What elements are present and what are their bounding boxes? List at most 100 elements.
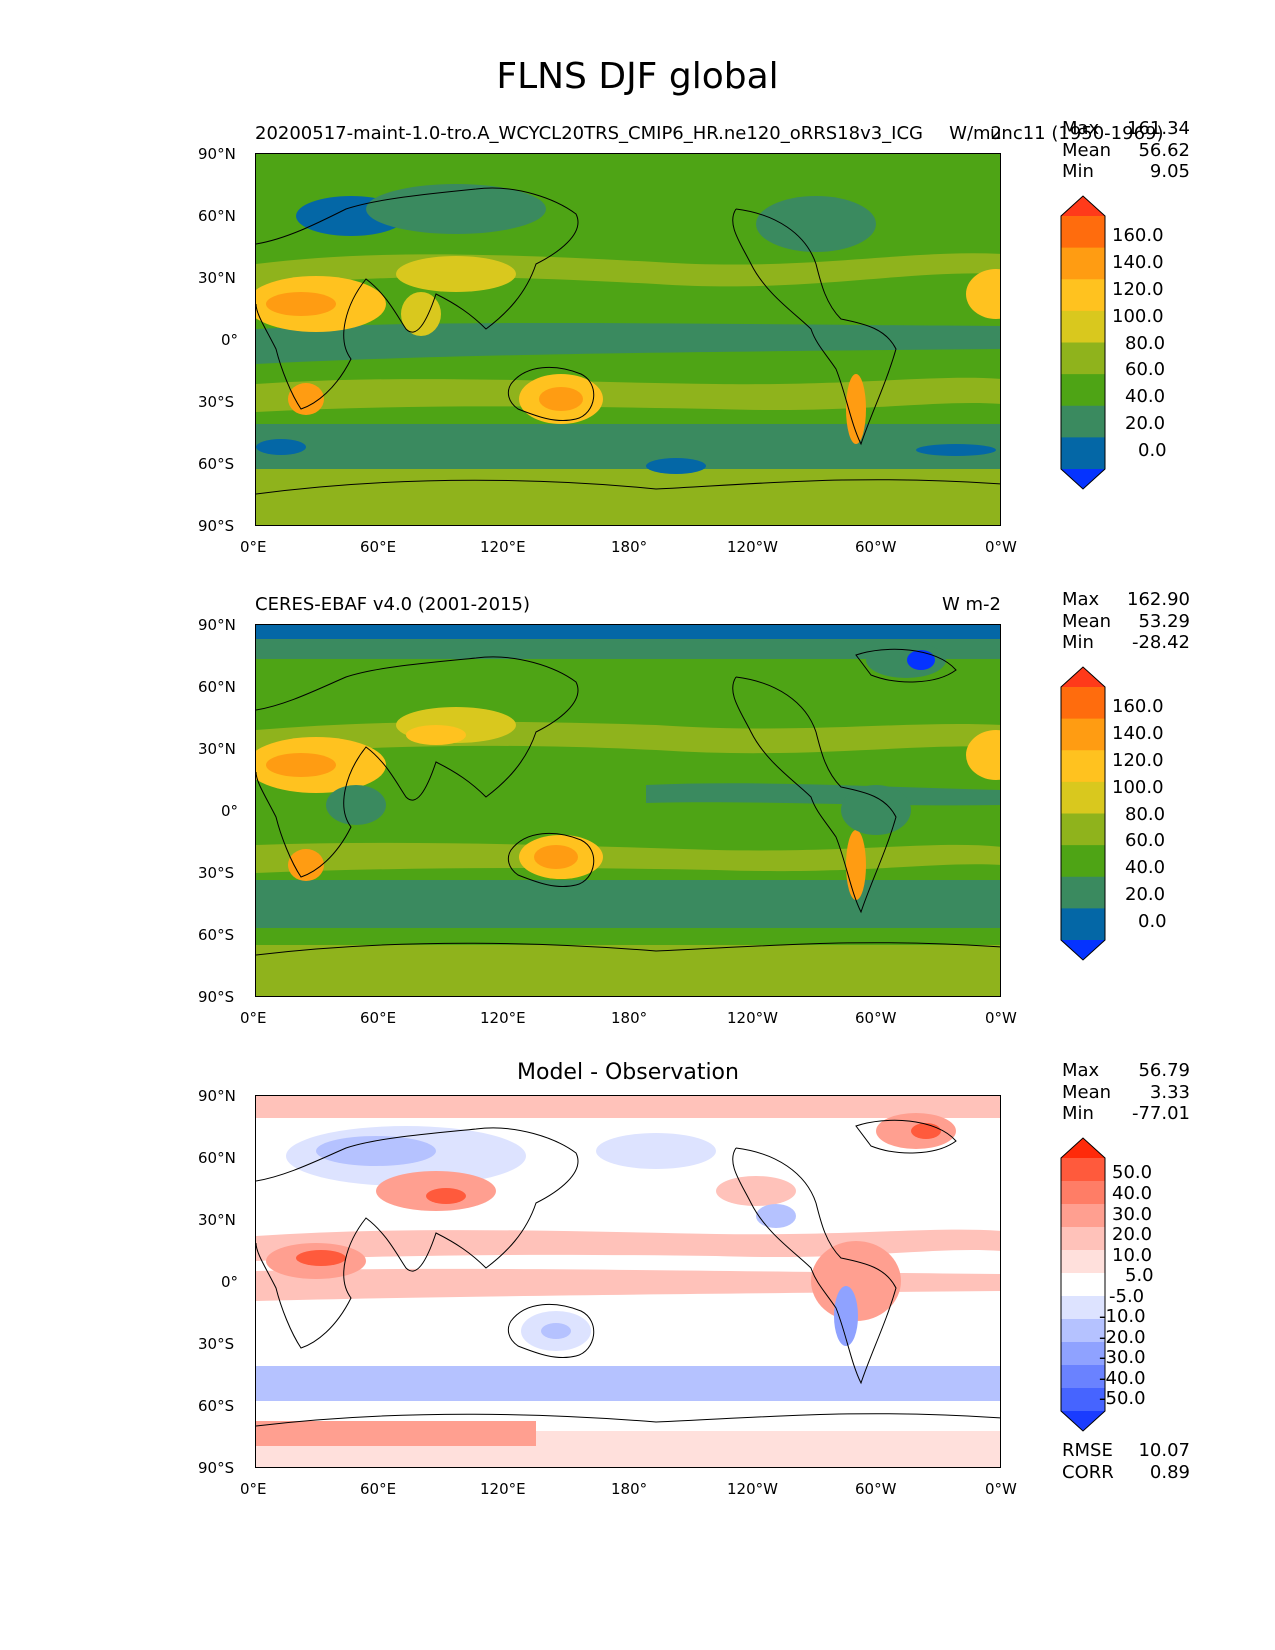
stat-label: Min [1062, 1103, 1094, 1124]
panel-3-lat-tick: 90°S [198, 1459, 235, 1477]
panel-3-colorbar [1060, 1137, 1106, 1432]
panel-1-lat-tick: 60°S [198, 455, 235, 473]
colorbar-1-label: 100.0 [1112, 306, 1164, 327]
colorbar-segment [1061, 1319, 1105, 1343]
stat-label: Mean [1062, 1081, 1112, 1103]
colorbar-bottom-cap [1061, 1411, 1105, 1431]
colorbar-segment [1061, 908, 1105, 941]
colorbar-segment [1061, 247, 1105, 280]
panel-3-lat-tick: 60°N [198, 1149, 236, 1167]
panel-1-lon-tick: 0°E [240, 538, 267, 556]
stat-value: -77.01 [1131, 1103, 1190, 1124]
colorbar-outline [1060, 666, 1106, 961]
panel-2-lon-tick: 0°E [240, 1009, 267, 1027]
panel-1-lat-tick: 30°S [198, 393, 235, 411]
stat-value: 161.34 [1127, 118, 1190, 139]
panel-2-lat-tick: 30°N [198, 740, 236, 758]
stat-value: 10.07 [1138, 1440, 1190, 1461]
stat-label: Max [1062, 1060, 1100, 1081]
colorbar-3-label: -30.0 [1099, 1347, 1146, 1368]
colorbar-3-label: -5.0 [1109, 1286, 1145, 1307]
panel-2-units: W m-2 [941, 594, 1001, 615]
colorbar-segment [1061, 342, 1105, 375]
panel-2-lon-tick: 180° [611, 1009, 648, 1027]
panel-1-lat-tick: 30°N [198, 269, 236, 287]
panel-3-title: Model - Observation [517, 1060, 739, 1085]
panel-1-lat-tick: 0° [221, 331, 239, 349]
panel-1-lon-tick: 60°W [855, 538, 897, 556]
stat-label: Max [1062, 589, 1100, 610]
panel-2-lon-tick: 120°W [727, 1009, 778, 1027]
panel-1-lon-tick: 180° [611, 538, 648, 556]
stat-label: Min [1062, 632, 1094, 653]
panel-1-map [255, 153, 1001, 526]
colorbar-1-label: 40.0 [1125, 386, 1166, 407]
panel-2-lon-tick: 0°W [985, 1009, 1017, 1027]
colorbar-2-label: 100.0 [1112, 777, 1164, 798]
panel-2-lat-tick: 90°S [198, 988, 235, 1006]
panel-3-lon-tick: 60°W [855, 1480, 897, 1498]
colorbar-segment [1061, 374, 1105, 407]
panel-2-lon-tick: 60°E [360, 1009, 397, 1027]
panel-2-lat-tick: 0° [221, 802, 239, 820]
colorbar-segment [1061, 1342, 1105, 1366]
stat-value: 0.89 [1149, 1461, 1190, 1483]
panel-3-lat-tick: 90°N [198, 1087, 236, 1105]
panel-3-lon-tick: 180° [611, 1480, 648, 1498]
colorbar-1-label: 80.0 [1125, 333, 1166, 354]
colorbar-segment [1061, 876, 1105, 909]
colorbar-segment [1061, 781, 1105, 814]
panel-1-lat-tick: 90°N [198, 145, 236, 163]
figure-title: FLNS DJF global [496, 56, 779, 97]
panel-3-stats: Max 56.79 Mean 3.33 Min -77.01 [1062, 1060, 1190, 1125]
panel-1-lon-tick: 120°E [480, 538, 526, 556]
panel-3-lat-tick: 0° [221, 1273, 239, 1291]
colorbar-3-label: 40.0 [1112, 1183, 1153, 1204]
colorbar-3-label: 30.0 [1112, 1204, 1153, 1225]
panel-3-lon-tick: 0°W [985, 1480, 1017, 1498]
colorbar-segment [1061, 279, 1105, 312]
panel-3-lon-tick: 120°W [727, 1480, 778, 1498]
colorbar-segment [1061, 216, 1105, 249]
colorbar-2-label: 60.0 [1125, 830, 1166, 851]
panel-2-field [256, 625, 1000, 996]
colorbar-top-cap [1061, 1138, 1105, 1158]
panel-1-left-title: 20200517-maint-1.0-tro.A_WCYCL20TRS_CMIP… [255, 123, 924, 144]
panel-2-left-title: CERES-EBAF v4.0 (2001-2015) [255, 594, 531, 615]
colorbar-3-label: 20.0 [1112, 1224, 1153, 1245]
panel-2-map [255, 624, 1001, 997]
panel-1-lon-tick: 60°E [360, 538, 397, 556]
colorbar-segment [1061, 1388, 1105, 1412]
panel-2-lon-tick: 60°W [855, 1009, 897, 1027]
colorbar-2-label: 120.0 [1112, 750, 1164, 771]
panel-2-lon-tick: 120°E [480, 1009, 526, 1027]
stat-label: Min [1062, 161, 1094, 182]
colorbar-top-cap [1061, 196, 1105, 216]
panel-1-units: W/m2 [949, 123, 1002, 144]
colorbar-2-label: 0.0 [1138, 911, 1167, 932]
colorbar-1-label: 140.0 [1112, 252, 1164, 273]
panel-3-lat-tick: 30°S [198, 1335, 235, 1353]
colorbar-segment [1061, 1250, 1105, 1274]
panel-2-lat-tick: 30°S [198, 864, 235, 882]
panel-3-lat-tick: 60°S [198, 1397, 235, 1415]
panel-1-stats: Max 161.34 Mean 56.62 Min 9.05 [1062, 118, 1190, 183]
panel-2-lat-tick: 60°N [198, 678, 236, 696]
colorbar-bottom-cap [1061, 469, 1105, 489]
stat-value: 162.90 [1127, 589, 1190, 610]
colorbar-segment [1061, 1296, 1105, 1320]
colorbar-bottom-cap [1061, 940, 1105, 960]
stat-value: -28.42 [1131, 632, 1190, 653]
colorbar-1-label: 160.0 [1112, 225, 1164, 246]
panel-2-stats: Max 162.90 Mean 53.29 Min -28.42 [1062, 589, 1190, 654]
colorbar-segment [1061, 1227, 1105, 1251]
colorbar-3-label: -40.0 [1099, 1368, 1146, 1389]
colorbar-1-label: 20.0 [1125, 413, 1166, 434]
panel-2-colorbar [1060, 666, 1106, 961]
colorbar-segment [1061, 750, 1105, 783]
colorbar-1-label: 60.0 [1125, 359, 1166, 380]
colorbar-3-label: 50.0 [1112, 1162, 1153, 1183]
stat-label: Max [1062, 118, 1100, 139]
stat-value: 53.29 [1138, 610, 1190, 632]
colorbar-1-label: 0.0 [1138, 440, 1167, 461]
